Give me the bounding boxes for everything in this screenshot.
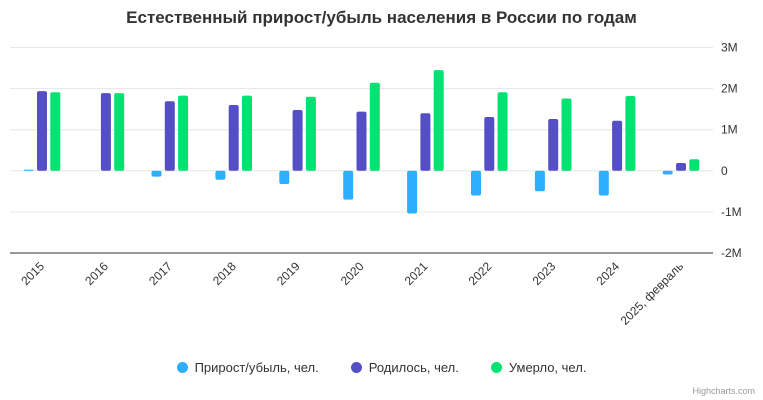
bar-2016[interactable] bbox=[114, 93, 125, 171]
legend-marker-deaths-icon bbox=[490, 362, 502, 373]
y-axis-label: 0 bbox=[721, 164, 728, 178]
bar-2023[interactable] bbox=[561, 98, 572, 171]
y-axis-label: -2M bbox=[721, 246, 742, 260]
x-axis-label: 2017 bbox=[146, 259, 175, 288]
x-axis-label: 2024 bbox=[593, 259, 622, 288]
bar-2019[interactable] bbox=[305, 96, 316, 171]
bar-2024[interactable] bbox=[625, 96, 636, 171]
bar-2019[interactable] bbox=[279, 170, 290, 184]
bar-2022[interactable] bbox=[497, 92, 508, 171]
legend-item-deaths[interactable]: Умерло, чел. bbox=[490, 360, 587, 375]
x-axis-label: 2022 bbox=[466, 259, 495, 288]
y-axis-label: 2M bbox=[721, 82, 738, 96]
bar-2020[interactable] bbox=[343, 170, 354, 200]
y-axis-label: 1M bbox=[721, 123, 738, 137]
bar-2019[interactable] bbox=[292, 110, 303, 171]
x-axis-label: 2021 bbox=[402, 259, 431, 288]
bar-2024[interactable] bbox=[612, 120, 623, 171]
bar-2018[interactable] bbox=[228, 105, 239, 171]
legend-label-births: Родилось, чел. bbox=[368, 360, 459, 375]
bar-2021[interactable] bbox=[420, 113, 431, 171]
bar-2025-[interactable] bbox=[662, 170, 673, 175]
legend-marker-births-icon bbox=[350, 362, 362, 373]
bar-2020[interactable] bbox=[369, 82, 380, 171]
chart-title: Естественный прирост/убыль населения в Р… bbox=[126, 8, 637, 27]
y-axis-label: -1M bbox=[721, 205, 742, 219]
x-axis-label: 2023 bbox=[530, 259, 559, 288]
bar-2022[interactable] bbox=[471, 170, 481, 196]
bar-2022[interactable] bbox=[484, 117, 495, 171]
legend-label-growth: Прирост/убыль, чел. bbox=[194, 360, 319, 375]
bar-2023[interactable] bbox=[534, 170, 545, 192]
x-axis-label: 2019 bbox=[274, 259, 303, 288]
bar-2018[interactable] bbox=[215, 170, 226, 180]
legend-item-births[interactable]: Родилось, чел. bbox=[350, 360, 459, 375]
bar-2025-[interactable] bbox=[689, 159, 700, 171]
highcharts-credits-link[interactable]: Highcharts.com bbox=[692, 386, 755, 396]
bar-2017[interactable] bbox=[151, 170, 162, 177]
y-axis-label: 3M bbox=[721, 41, 738, 55]
bar-2018[interactable] bbox=[242, 95, 252, 171]
legend: Прирост/убыль, чел. Родилось, чел. Умерл… bbox=[0, 360, 763, 375]
bar-2024[interactable] bbox=[598, 170, 609, 196]
x-axis-label: 2020 bbox=[338, 259, 367, 288]
bar-2017[interactable] bbox=[164, 101, 175, 171]
x-axis-label: 2016 bbox=[82, 259, 111, 288]
x-axis-label: 2025, февраль bbox=[618, 259, 687, 328]
bar-2023[interactable] bbox=[548, 119, 559, 171]
legend-label-deaths: Умерло, чел. bbox=[508, 360, 587, 375]
bar-2020[interactable] bbox=[356, 111, 367, 171]
bar-2025-[interactable] bbox=[676, 163, 686, 171]
bar-2016[interactable] bbox=[100, 93, 111, 171]
x-axis-label: 2015 bbox=[18, 259, 47, 288]
legend-marker-growth-icon bbox=[176, 362, 188, 373]
bar-2021[interactable] bbox=[433, 70, 444, 171]
bar-2015[interactable] bbox=[50, 92, 61, 171]
bar-2015[interactable] bbox=[23, 169, 34, 171]
bar-2021[interactable] bbox=[407, 170, 418, 214]
x-axis-label: 2018 bbox=[210, 259, 239, 288]
bar-2017[interactable] bbox=[178, 95, 189, 171]
bar-2015[interactable] bbox=[37, 91, 47, 171]
legend-item-growth[interactable]: Прирост/убыль, чел. bbox=[176, 360, 319, 375]
